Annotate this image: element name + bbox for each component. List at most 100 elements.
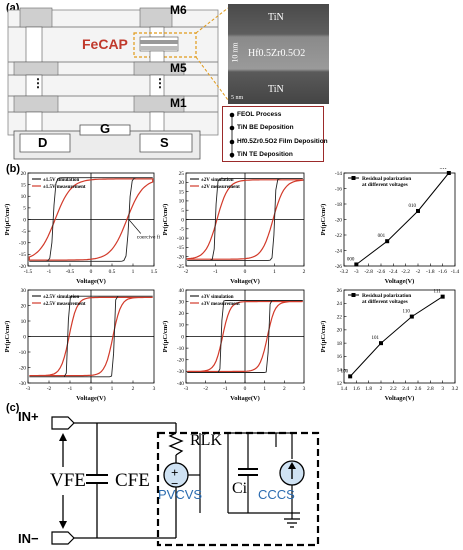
x-tick-label: 1.4 xyxy=(341,386,348,392)
x-tick-label: 0 xyxy=(90,269,93,275)
x-tick-label: 0.5 xyxy=(109,269,116,275)
tem-middle-layer: Hf0.5Zr0.5O2 xyxy=(248,48,306,59)
y-tick-label: -20 xyxy=(177,255,184,261)
measurement-loop xyxy=(187,300,303,373)
x-tick-label: 1 xyxy=(263,386,266,392)
simulation-loop xyxy=(29,177,153,262)
point-label: 010 xyxy=(409,204,417,209)
x-tick-label: -2.8 xyxy=(364,269,373,275)
x-tick-label: 2.6 xyxy=(415,386,422,392)
rlk-label: RLK xyxy=(190,432,222,449)
y-tick-label: 10 xyxy=(21,319,27,325)
y-tick-label: 0 xyxy=(181,217,184,223)
point-label: 011 xyxy=(440,168,448,171)
legend-label: ±2.5V simulation xyxy=(43,295,79,300)
y-tick-label: -20 xyxy=(19,264,26,270)
simulation-loop xyxy=(187,300,303,373)
legend-label-line2: at different voltages xyxy=(362,299,408,305)
chart-pv-3: -3 -2 -1 0 1 2 3-40-30-20-10010203040Voltage(V… xyxy=(162,288,306,402)
tem-top-layer: TiN xyxy=(268,12,284,23)
y-tick-label: -10 xyxy=(177,346,184,352)
y-tick-label: -10 xyxy=(19,241,26,247)
x-tick-label: -2.6 xyxy=(377,269,386,275)
x-tick-label: -1 xyxy=(213,269,218,275)
x-axis-label: Voltage(V) xyxy=(230,395,260,402)
y-tick-label: 24 xyxy=(337,301,343,307)
cfe-label: CFE xyxy=(115,470,150,491)
y-tick-label: 10 xyxy=(21,194,27,200)
data-point xyxy=(354,262,359,267)
chart-pv-2: -2 -1 0 1 2-25-20-15-10-50510152025Voltage(V… xyxy=(162,171,306,285)
legend-label: ±1.5V measurement xyxy=(43,185,86,190)
point-label: 111 xyxy=(434,290,442,295)
panel-b-label: (b) xyxy=(6,163,21,175)
ci-label: Ci xyxy=(232,480,248,497)
x-tick-label: -3 xyxy=(354,269,359,275)
tem-scalebar-label: 5 nm xyxy=(231,95,244,101)
point-label: 001 xyxy=(378,234,386,239)
pvcvs-label: PVCVS xyxy=(158,487,203,502)
y-tick-label: -20 xyxy=(335,217,342,223)
process-step-4: TiN TE Deposition xyxy=(237,151,293,158)
data-point xyxy=(409,314,414,319)
legend-label: ±3V measurement xyxy=(201,302,240,307)
x-tick-label: 2 xyxy=(380,386,383,392)
chart-pr-neg: -3.2 -3 -2.8 -2.6 -2.4 -2.2 -2 -1.8 -1.6 -1.4 -26 -… xyxy=(320,168,460,285)
y-tick-label: -30 xyxy=(19,381,26,387)
fecap-label: FeCAP xyxy=(82,36,128,52)
x-tick-label: -1 xyxy=(47,269,52,275)
dots-right: ⋮ xyxy=(154,76,166,90)
x-tick-label: -0.5 xyxy=(66,269,75,275)
x-tick-label: 2.2 xyxy=(390,386,397,392)
y-tick-label: 40 xyxy=(179,288,185,294)
x-tick-label: 1 xyxy=(111,386,114,392)
y-tick-label: 20 xyxy=(21,303,27,309)
dots-left: ⋮ xyxy=(32,76,44,90)
process-step-3: Hf0.5Zr0.5O2 Film Deposition xyxy=(237,138,328,145)
source-label: S xyxy=(160,135,169,150)
simulation-loop xyxy=(29,295,153,378)
y-tick-label: 15 xyxy=(21,182,27,188)
annotation-label: coercive field xyxy=(137,234,160,241)
tem-thickness-label: 10 nm xyxy=(230,42,240,63)
legend-marker xyxy=(351,293,356,297)
x-tick-label: 0 xyxy=(244,269,247,275)
x-tick-label: -1.4 xyxy=(451,269,460,275)
x-tick-label: -2 xyxy=(47,386,52,392)
y-axis-label: Pr(μC/cm²) xyxy=(162,321,169,353)
plot-frame xyxy=(343,289,456,384)
legend-label: ±2V simulation xyxy=(201,178,234,183)
y-tick-label: 10 xyxy=(179,199,185,205)
x-tick-label: -2.4 xyxy=(389,269,398,275)
legend-label: ±1.5V simulation xyxy=(43,178,79,183)
legend-label-line2: at different voltages xyxy=(362,182,408,188)
y-tick-label: -14 xyxy=(335,171,342,177)
data-point xyxy=(416,208,420,213)
x-tick-label: 1.5 xyxy=(151,269,158,275)
x-tick-label: 0 xyxy=(244,386,247,392)
m5-label: M5 xyxy=(170,61,187,75)
x-tick-label: -2 xyxy=(184,269,189,275)
y-tick-label: 30 xyxy=(179,299,185,305)
in-plus-label: IN+ xyxy=(18,409,39,424)
x-axis-label: Voltage(V) xyxy=(385,278,415,285)
chart-pv-1p5: -1.5 -1 -0.5 0 0.5 1 1.5 -20 -15 -10 -5 0 5 10 15 20 Vol… xyxy=(4,171,160,285)
y-tick-label: -25 xyxy=(177,264,184,270)
y-axis-label: Pr(μC/cm²) xyxy=(162,204,169,236)
x-axis-label: Voltage(V) xyxy=(385,395,415,402)
y-axis-label: Pr(μC/cm²) xyxy=(320,321,327,353)
process-box xyxy=(222,106,324,162)
y-axis-label: Pr(μC/cm²) xyxy=(4,204,11,236)
y-tick-label: -5 xyxy=(22,229,27,235)
y-tick-label: 20 xyxy=(21,171,27,177)
data-point xyxy=(348,374,353,379)
x-tick-label: 2 xyxy=(132,386,135,392)
x-tick-label: -2 xyxy=(203,386,208,392)
y-tick-label: 5 xyxy=(181,208,184,214)
y-tick-label: 16 xyxy=(337,354,343,360)
x-tick-label: -3.2 xyxy=(340,269,349,275)
x-tick-label: 2 xyxy=(303,269,306,275)
y-tick-label: 5 xyxy=(23,206,26,212)
measurement-loop xyxy=(29,296,153,377)
x-tick-label: 2 xyxy=(283,386,286,392)
